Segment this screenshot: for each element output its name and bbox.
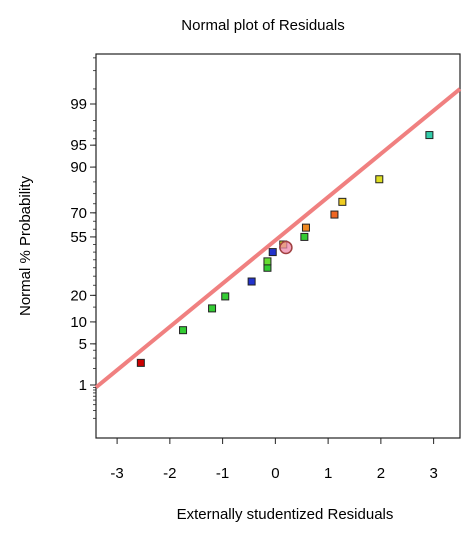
x-axis-ticks: -3 -2 -1 0 1 2 3 [110,438,438,482]
chart-title: Normal plot of Residuals [181,17,344,34]
y-axis-ticks: 1 5 10 20 55 70 90 95 99 [70,57,96,419]
data-point [136,358,145,367]
data-point [179,326,188,335]
y-axis-label: Normal % Probability [17,175,34,316]
x-tick-label: 0 [271,465,279,482]
y-tick-label: 90 [70,159,87,176]
x-tick-label: -3 [110,465,123,482]
y-tick-label: 95 [70,137,87,154]
fit-line [94,87,462,389]
x-tick-label: 2 [377,465,385,482]
plot-frame [95,53,461,439]
x-tick-label: 1 [324,465,332,482]
data-point [279,240,293,255]
y-tick-label: 20 [70,287,87,304]
x-tick-label: -2 [163,465,176,482]
y-tick-label: 10 [70,314,87,331]
data-point [330,210,339,219]
data-point [247,277,256,286]
data-point [208,304,217,313]
y-tick-label: 5 [79,336,87,353]
data-point [263,257,272,266]
data-point [375,175,384,184]
data-point [221,292,230,301]
data-point [425,131,434,140]
y-tick-label: 99 [70,96,87,113]
x-tick-label: 3 [429,465,437,482]
data-point [338,197,347,206]
data-point [268,248,277,257]
y-tick-label: 70 [70,205,87,222]
data-point [301,223,310,232]
data-point [300,232,309,241]
data-points [136,131,434,367]
x-tick-label: -1 [216,465,229,482]
y-tick-label: 1 [79,377,87,394]
x-axis-label: Externally studentized Residuals [177,506,394,523]
y-tick-label: 55 [70,229,87,246]
